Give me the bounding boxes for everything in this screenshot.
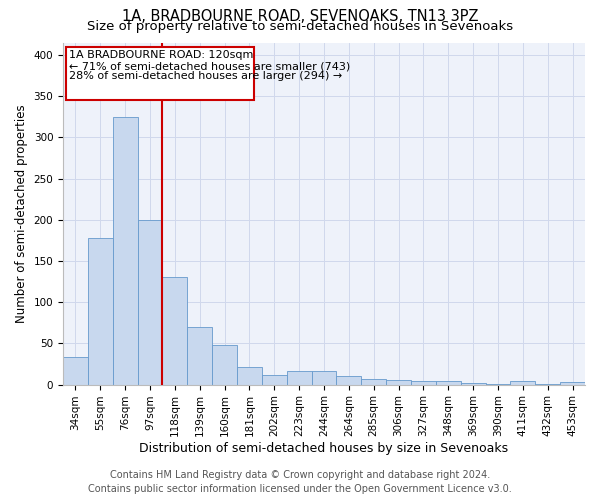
Bar xyxy=(511,382,535,384)
Text: 28% of semi-detached houses are larger (294) →: 28% of semi-detached houses are larger (… xyxy=(69,72,343,82)
Bar xyxy=(461,383,485,384)
Bar xyxy=(337,376,361,384)
Text: Size of property relative to semi-detached houses in Sevenoaks: Size of property relative to semi-detach… xyxy=(87,20,513,33)
Bar xyxy=(187,327,212,384)
FancyBboxPatch shape xyxy=(65,46,254,100)
Bar xyxy=(212,345,237,385)
Bar xyxy=(560,382,585,384)
Bar xyxy=(411,382,436,384)
Bar xyxy=(237,368,262,384)
Bar xyxy=(88,238,113,384)
Text: 1A, BRADBOURNE ROAD, SEVENOAKS, TN13 3PZ: 1A, BRADBOURNE ROAD, SEVENOAKS, TN13 3PZ xyxy=(122,9,478,24)
Bar xyxy=(386,380,411,384)
Bar xyxy=(287,370,311,384)
Bar xyxy=(113,116,137,384)
Text: 1A BRADBOURNE ROAD: 120sqm: 1A BRADBOURNE ROAD: 120sqm xyxy=(69,50,254,60)
Bar xyxy=(361,379,386,384)
Y-axis label: Number of semi-detached properties: Number of semi-detached properties xyxy=(15,104,28,323)
Text: ← 71% of semi-detached houses are smaller (743): ← 71% of semi-detached houses are smalle… xyxy=(69,62,350,72)
Text: Contains HM Land Registry data © Crown copyright and database right 2024.
Contai: Contains HM Land Registry data © Crown c… xyxy=(88,470,512,494)
Bar xyxy=(262,374,287,384)
Bar xyxy=(137,220,163,384)
Bar xyxy=(63,358,88,384)
Bar xyxy=(436,382,461,384)
X-axis label: Distribution of semi-detached houses by size in Sevenoaks: Distribution of semi-detached houses by … xyxy=(139,442,509,455)
Bar xyxy=(163,278,187,384)
Bar xyxy=(311,370,337,384)
